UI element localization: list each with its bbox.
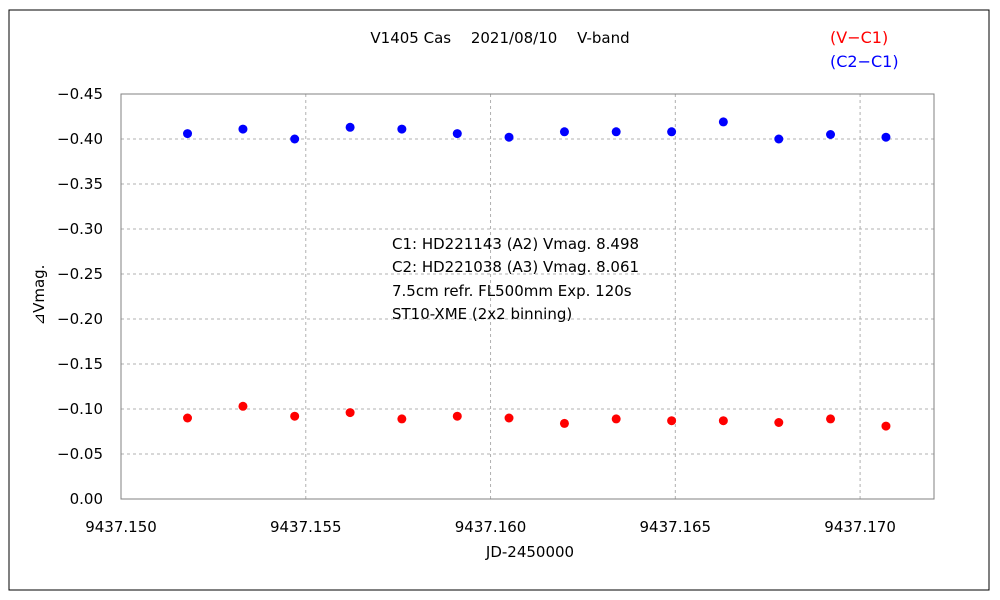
x-tick-label: 9437.155	[270, 518, 342, 536]
data-point-c2-c1	[559, 127, 569, 137]
y-tick-label: 0.00	[70, 490, 103, 508]
annotation-telescope: 7.5cm refr. FL500mm Exp. 120s	[392, 282, 632, 300]
data-point-v-c1	[397, 414, 407, 424]
data-point-v-c1	[611, 414, 621, 424]
data-point-c2-c1	[718, 117, 728, 127]
y-tick-label: −0.15	[57, 355, 103, 373]
chart-frame	[8, 9, 990, 591]
y-tick-label: −0.40	[57, 130, 103, 148]
data-point-v-c1	[452, 411, 462, 421]
x-tick-labels: 9437.150 9437.155 9437.160 9437.165 9437.170	[85, 518, 896, 536]
x-tick-label: 9437.150	[85, 518, 157, 536]
data-point-c2-c1	[667, 127, 677, 137]
y-tick-label: −0.05	[57, 445, 103, 463]
x-tick-label: 9437.160	[455, 518, 527, 536]
data-point-c2-c1	[504, 132, 514, 142]
data-point-c2-c1	[774, 134, 784, 144]
data-point-c2-c1	[397, 124, 407, 134]
x-tick-label: 9437.170	[824, 518, 896, 536]
x-axis-title: JD-2450000	[485, 543, 574, 561]
legend-entry-v-c1: (V−C1)	[830, 28, 888, 47]
data-point-v-c1	[718, 416, 728, 426]
y-tick-label: −0.35	[57, 175, 103, 193]
data-point-c2-c1	[345, 122, 355, 132]
data-point-v-c1	[183, 413, 193, 423]
y-tick-label: −0.25	[57, 265, 103, 283]
data-point-c2-c1	[826, 130, 836, 139]
data-point-v-c1	[290, 411, 300, 421]
y-tick-label: −0.30	[57, 220, 103, 238]
chart-title: V1405 Cas 2021/08/10 V-band	[370, 29, 629, 47]
data-point-c2-c1	[611, 127, 621, 137]
data-point-v-c1	[667, 416, 677, 426]
data-point-v-c1	[774, 418, 784, 427]
annotation-block: C1: HD221143 (A2) Vmag. 8.498 C2: HD2210…	[392, 235, 639, 323]
data-point-c2-c1	[452, 129, 462, 139]
data-point-v-c1	[238, 401, 248, 411]
y-tick-label: −0.45	[57, 85, 103, 103]
data-point-c2-c1	[290, 134, 300, 144]
y-tick-label: −0.10	[57, 400, 103, 418]
data-points	[183, 117, 891, 431]
legend: (V−C1) (C2−C1)	[830, 28, 899, 71]
y-axis-title: ⊿Vmag.	[30, 265, 48, 326]
plot-area	[120, 93, 935, 500]
data-point-v-c1	[345, 408, 355, 418]
data-point-v-c1	[504, 413, 514, 423]
annotation-c1: C1: HD221143 (A2) Vmag. 8.498	[392, 235, 639, 253]
data-point-c2-c1	[881, 132, 891, 142]
data-point-v-c1	[881, 421, 891, 431]
y-tick-labels: 0.00 −0.05 −0.10 −0.15 −0.20 −0.25 −0.30 −0.35 −…	[57, 85, 103, 508]
x-tick-label: 9437.165	[640, 518, 712, 536]
data-point-c2-c1	[183, 129, 193, 139]
annotation-c2: C2: HD221038 (A3) Vmag. 8.061	[392, 258, 639, 276]
annotation-camera: ST10-XME (2x2 binning)	[392, 305, 572, 323]
data-point-v-c1	[559, 418, 569, 428]
grid-lines	[121, 94, 934, 499]
y-tick-label: −0.20	[57, 310, 103, 328]
data-point-v-c1	[826, 414, 836, 424]
legend-entry-c2-c1: (C2−C1)	[830, 52, 899, 71]
data-point-c2-c1	[238, 124, 248, 134]
